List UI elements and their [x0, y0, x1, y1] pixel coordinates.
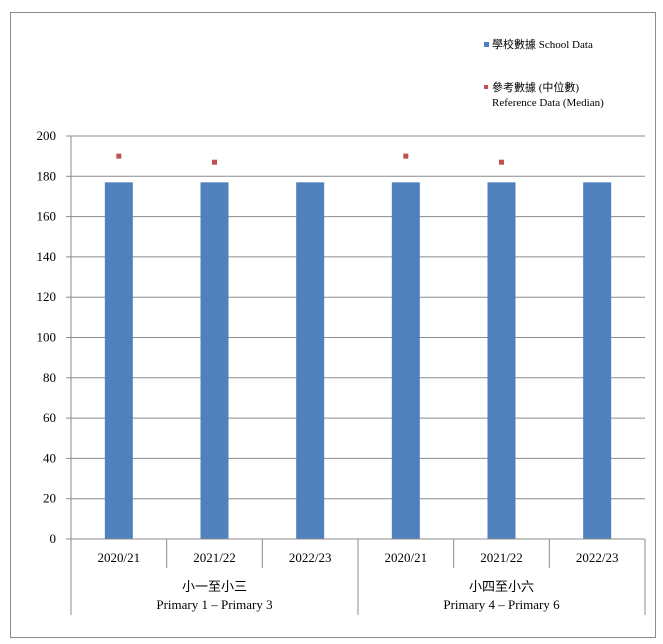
- y-tick-label: 160: [37, 209, 57, 224]
- y-tick-label: 0: [50, 531, 57, 546]
- x-axis: 2020/21 2021/22 2022/23 2020/21 2021/22 2022/…: [70, 538, 646, 615]
- x-category-label: 2021/22: [193, 550, 236, 565]
- x-category-label: 2022/23: [289, 550, 332, 565]
- gridlines: [71, 135, 645, 540]
- y-tick-label: 60: [43, 410, 56, 425]
- marker-series: [116, 153, 504, 165]
- chart-svg: 0 20 40 60 80 100 120 140 160 180 200 2020/21 2021/…: [37, 37, 646, 615]
- y-tick-label: 120: [37, 289, 57, 304]
- x-category-label: 2020/21: [98, 550, 141, 565]
- x-category-label: 2020/21: [385, 550, 428, 565]
- y-axis: 0 20 40 60 80 100 120 140 160 180 200: [37, 128, 72, 546]
- bar-school-data: [200, 182, 229, 539]
- y-tick-label: 100: [37, 330, 57, 345]
- x-category-label: 2021/22: [480, 550, 523, 565]
- y-tick-label: 140: [37, 249, 57, 264]
- y-tick-label: 180: [37, 168, 57, 183]
- marker-reference-median: [403, 153, 409, 159]
- legend-label-reference-en: Reference Data (Median): [492, 97, 604, 109]
- bar-school-data: [104, 182, 133, 539]
- marker-reference-median: [116, 153, 122, 159]
- y-tick-label: 80: [43, 370, 56, 385]
- x-group-label-zh: 小四至小六: [469, 579, 534, 594]
- legend-label-school: 學校數據 School Data: [492, 37, 593, 51]
- y-tick-label: 40: [43, 450, 56, 465]
- legend: 學校數據 School Data 參考數據 (中位數) Reference Da…: [484, 37, 604, 109]
- legend-label-reference-zh: 參考數據 (中位數): [492, 80, 579, 94]
- x-group-label-zh: 小一至小三: [182, 579, 247, 594]
- x-group-label-en: Primary 4 – Primary 6: [443, 597, 560, 612]
- bar-series: [104, 182, 612, 539]
- marker-reference-median: [212, 159, 217, 165]
- y-tick-label: 200: [37, 128, 57, 143]
- bar-school-data: [487, 182, 516, 539]
- x-group-label-en: Primary 1 – Primary 3: [156, 597, 272, 612]
- marker-reference-median: [499, 159, 504, 165]
- bar-school-data: [296, 182, 325, 539]
- legend-swatch-school: [484, 42, 489, 47]
- chart-frame: 0 20 40 60 80 100 120 140 160 180 200 2020/21 2021/…: [10, 12, 656, 638]
- bar-school-data: [391, 182, 420, 539]
- bar-school-data: [583, 182, 612, 539]
- legend-swatch-reference: [484, 85, 488, 89]
- x-category-label: 2022/23: [576, 550, 619, 565]
- y-tick-label: 20: [43, 491, 56, 506]
